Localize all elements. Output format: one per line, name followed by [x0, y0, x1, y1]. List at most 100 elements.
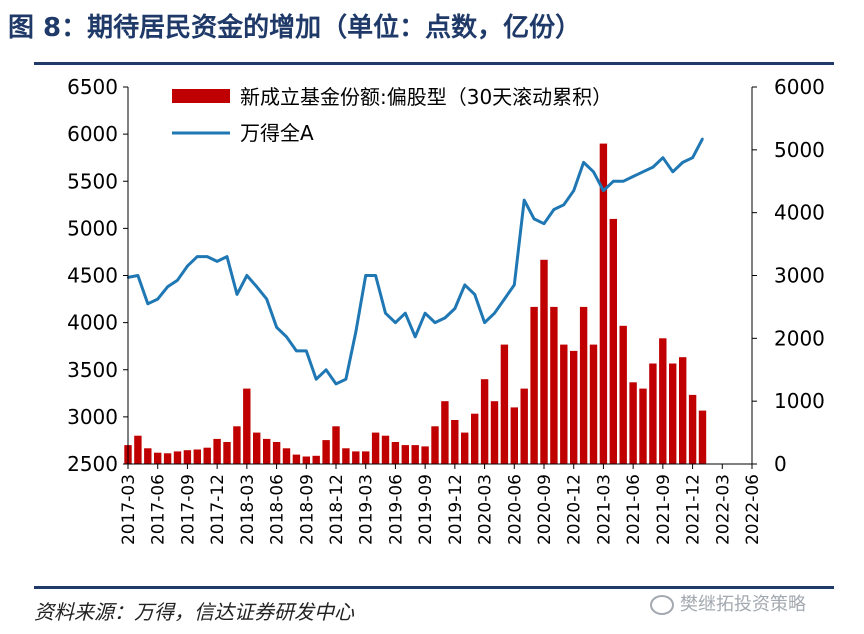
bar-series [124, 143, 707, 464]
x-tick-label: 2017-03 [119, 474, 139, 545]
line-point [691, 156, 694, 159]
bar [609, 218, 617, 464]
line-point [285, 335, 288, 338]
footer-rule [34, 586, 834, 589]
line-point [414, 335, 417, 338]
bar [589, 344, 598, 464]
bar [183, 450, 192, 464]
right-tick-label: 2000 [774, 326, 825, 350]
line-point [532, 217, 536, 221]
line-point [186, 264, 189, 268]
x-tick-label: 2018-12 [327, 474, 347, 545]
x-tick-label: 2021-09 [654, 474, 674, 545]
line-point [641, 170, 645, 173]
left-tick-label: 6000 [67, 122, 118, 146]
x-tick-label: 2020-09 [535, 474, 555, 545]
line-point [443, 316, 447, 320]
right-tick-label: 6000 [774, 75, 825, 99]
bar [193, 449, 201, 464]
bar [342, 448, 350, 464]
left-tick-label: 5500 [67, 169, 118, 193]
x-tick-label: 2020-06 [505, 474, 525, 545]
x-tick-label: 2021-03 [594, 474, 614, 545]
x-tick-label: 2020-03 [476, 474, 496, 545]
bar [163, 453, 172, 464]
right-tick-label: 5000 [774, 138, 825, 162]
bar [679, 357, 687, 464]
legend: 新成立基金份额:偏股型（30天滚动累积） 万得全A [172, 85, 612, 145]
line-point [136, 274, 140, 277]
x-tick-label: 2018-09 [297, 474, 317, 545]
line-point [146, 302, 149, 305]
left-tick-label: 4000 [67, 311, 118, 335]
line-point [324, 368, 328, 371]
line-point [364, 274, 367, 277]
line-point [433, 321, 437, 324]
bar [173, 451, 182, 464]
x-tick-label: 2017-12 [208, 474, 228, 545]
line-point [503, 297, 506, 301]
line-point [176, 279, 179, 282]
line-point [671, 170, 674, 173]
x-tick-label: 2017-06 [149, 474, 169, 545]
line-point [196, 255, 199, 258]
line-point [404, 312, 407, 315]
line-point [235, 293, 239, 296]
bar [352, 451, 360, 464]
line-point [453, 307, 457, 310]
line-point [394, 321, 397, 324]
right-tick-label: 3000 [774, 264, 825, 288]
bar [302, 456, 310, 464]
chart-title: 图 8：期待居民资金的增加（单位：点数，亿份） [8, 13, 582, 43]
line-point [305, 349, 308, 353]
bar [510, 407, 518, 464]
line-point [592, 170, 595, 173]
left-tick-label: 6500 [67, 75, 118, 99]
wechat-icon [650, 595, 674, 615]
line-point [315, 378, 318, 381]
line-point [275, 326, 278, 329]
bar [639, 388, 647, 464]
bar [154, 452, 162, 464]
line-point [265, 297, 268, 301]
x-tick-label: 2019-09 [416, 474, 436, 545]
bar [381, 435, 390, 464]
bar [688, 394, 697, 464]
bar [698, 410, 707, 464]
line-point [374, 274, 377, 277]
watermark-text: 樊继拓投资策略 [680, 594, 806, 615]
x-tick-label: 2022-06 [743, 474, 763, 545]
bar [490, 401, 499, 464]
left-tick-label: 5000 [67, 216, 118, 240]
line-point [631, 175, 635, 178]
bar [223, 442, 231, 464]
x-tick-label: 2019-12 [446, 474, 466, 545]
bar [263, 438, 271, 464]
left-tick-label: 4500 [67, 264, 118, 288]
line-point [552, 208, 556, 211]
bar [233, 426, 241, 464]
bar [451, 420, 459, 464]
bar [371, 432, 380, 464]
bar [579, 306, 588, 464]
bar [401, 445, 409, 464]
line-point [215, 260, 219, 263]
right-tick-label: 1000 [774, 389, 825, 413]
bar [282, 448, 291, 464]
bar [599, 143, 608, 464]
bar [243, 388, 251, 464]
line-point [572, 189, 575, 192]
x-tick-label: 2021-12 [684, 474, 704, 545]
bar [134, 435, 142, 464]
right-tick-label: 4000 [774, 201, 825, 225]
right-tick-label: 0 [774, 452, 787, 476]
line-point [255, 285, 258, 288]
line-point [166, 285, 169, 288]
bar [272, 442, 281, 464]
bar [441, 401, 449, 464]
line-point [473, 293, 476, 296]
bar [431, 426, 439, 464]
line-point [513, 283, 516, 287]
x-tick-label: 2022-03 [713, 474, 733, 545]
title-rule [34, 62, 834, 65]
